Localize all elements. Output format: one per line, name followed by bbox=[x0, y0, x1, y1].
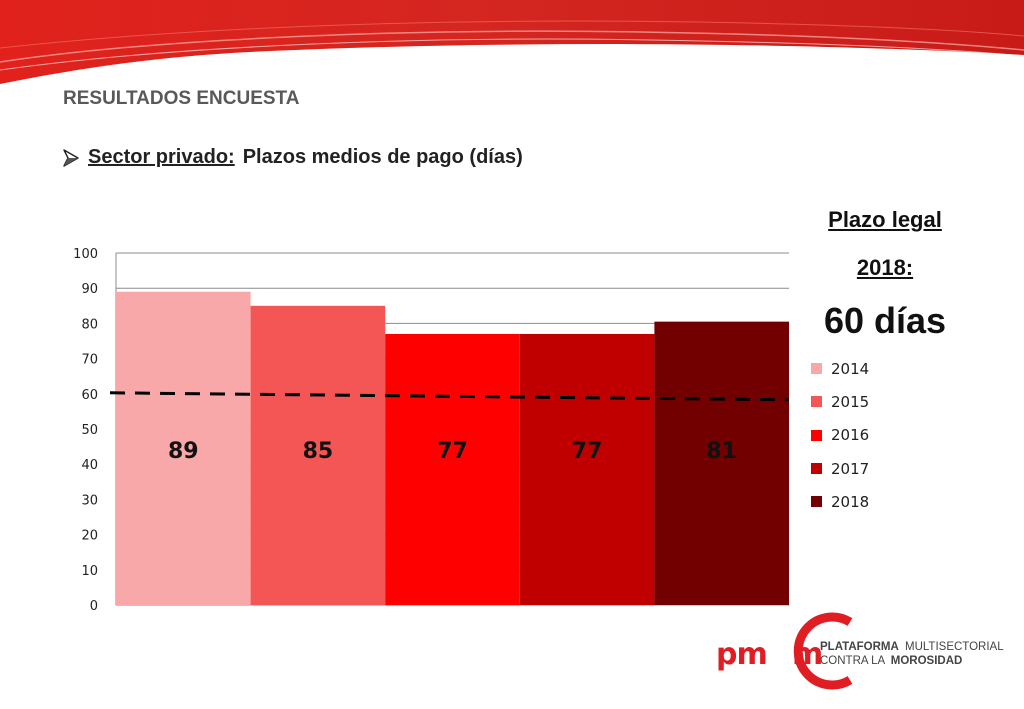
logo-line1-bold: PLATAFORMA bbox=[820, 641, 899, 653]
y-tick-label: 30 bbox=[81, 493, 98, 508]
legend-swatch bbox=[811, 496, 822, 508]
svg-text:pm: pm bbox=[716, 637, 767, 672]
y-tick-label: 100 bbox=[73, 247, 98, 262]
logo-line2-rest: CONTRA LA bbox=[820, 655, 886, 667]
data-label-2017: 77 bbox=[572, 439, 603, 464]
svg-text:CONTRA LA MOROSIDAD: CONTRA LA MOROSIDAD bbox=[820, 655, 962, 667]
legend-item-2017: 2017 bbox=[811, 452, 869, 485]
reference-line-layer bbox=[109, 391, 790, 402]
legal-value: 60 días bbox=[823, 300, 947, 341]
svg-text:m: m bbox=[792, 637, 823, 672]
legend-label: 2016 bbox=[831, 426, 870, 445]
data-label-2014: 89 bbox=[168, 439, 199, 464]
legal-term-box: Plazo legal 2018: 60 días bbox=[800, 196, 970, 346]
subtitle-text: Plazos medios de pago (días) bbox=[242, 146, 523, 168]
y-tick-label: 40 bbox=[81, 458, 98, 473]
logo-line1-rest: MULTISECTORIAL bbox=[905, 641, 1004, 653]
legend-label: 2018 bbox=[831, 492, 870, 511]
y-tick-label: 20 bbox=[81, 529, 98, 544]
y-tick-label: 0 bbox=[90, 599, 98, 614]
y-tick-label: 50 bbox=[81, 423, 98, 438]
bar-2016 bbox=[385, 333, 520, 605]
legend-swatch bbox=[811, 396, 822, 408]
legend-swatch bbox=[811, 429, 822, 441]
header-banner bbox=[0, 0, 1024, 84]
legal-label-line2: 2018: bbox=[856, 255, 914, 280]
bar-2015 bbox=[250, 305, 386, 605]
legend-item-2015: 2015 bbox=[811, 385, 869, 418]
y-axis-ticks: 0 10 20 30 40 50 60 70 80 90 100 bbox=[73, 247, 98, 614]
legal-label-line1: Plazo legal bbox=[828, 207, 942, 232]
slide-subtitle: Sector privado: Plazos medios de pago (d… bbox=[62, 146, 523, 169]
subtitle-sector: Sector privado: bbox=[88, 146, 235, 168]
legend-swatch bbox=[811, 463, 822, 475]
legal-term-reference-line bbox=[109, 391, 790, 402]
bar-2017 bbox=[519, 333, 655, 605]
legend-label: 2017 bbox=[831, 459, 870, 478]
bar-2018 bbox=[654, 321, 789, 605]
y-tick-label: 10 bbox=[81, 564, 98, 579]
legend-item-2014: 2014 bbox=[811, 352, 869, 385]
data-label-2015: 85 bbox=[303, 439, 334, 464]
chart-legend: 2014 2015 2016 2017 2018 bbox=[811, 352, 869, 518]
legend-label: 2014 bbox=[831, 359, 870, 378]
data-label-2018: 81 bbox=[706, 439, 737, 464]
arrow-bullet-icon bbox=[63, 148, 79, 167]
legend-swatch bbox=[811, 363, 822, 375]
legend-item-2016: 2016 bbox=[811, 419, 869, 452]
y-tick-label: 90 bbox=[81, 282, 98, 297]
y-tick-label: 60 bbox=[81, 388, 98, 403]
legend-item-2018: 2018 bbox=[811, 485, 869, 518]
y-tick-label: 70 bbox=[81, 353, 98, 368]
y-tick-label: 80 bbox=[81, 317, 98, 332]
logo-line2-bold: MOROSIDAD bbox=[891, 655, 963, 667]
data-label-2016: 77 bbox=[437, 439, 468, 464]
data-labels: 89 85 77 77 81 bbox=[168, 439, 737, 464]
pmcm-logo: pm m PLATAFORMA MULTISECTORIAL CONTRA LA… bbox=[716, 612, 1004, 690]
bar-2014 bbox=[116, 291, 251, 605]
section-title: RESULTADOS ENCUESTA bbox=[63, 88, 300, 109]
legend-label: 2015 bbox=[831, 392, 870, 411]
bars bbox=[116, 291, 789, 605]
svg-text:PLATAFORMA MULTISECTORIAL: PLATAFORMA MULTISECTORIAL bbox=[820, 641, 1004, 653]
logo-mark: pm m bbox=[716, 612, 853, 690]
